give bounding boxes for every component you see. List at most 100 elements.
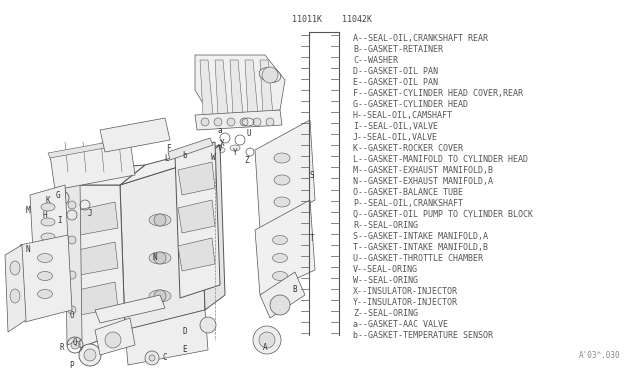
Polygon shape	[178, 238, 215, 271]
Ellipse shape	[10, 289, 20, 303]
Text: b: b	[182, 151, 188, 160]
Polygon shape	[95, 295, 165, 323]
Ellipse shape	[274, 175, 290, 185]
Text: E--GASKET-OIL PAN: E--GASKET-OIL PAN	[353, 78, 438, 87]
Text: C--WASHER: C--WASHER	[353, 55, 398, 65]
Text: N: N	[153, 253, 157, 263]
Polygon shape	[65, 182, 82, 345]
Text: R--SEAL-ORING: R--SEAL-ORING	[353, 221, 418, 230]
Text: C: C	[163, 353, 167, 362]
Text: A'03^.030: A'03^.030	[579, 350, 621, 359]
Polygon shape	[120, 145, 220, 185]
Text: B: B	[292, 285, 298, 294]
Text: N: N	[26, 246, 30, 254]
Polygon shape	[78, 242, 118, 275]
Polygon shape	[230, 60, 243, 115]
Ellipse shape	[273, 253, 287, 263]
Text: U--GASKET-THROTTLE CHAMBER: U--GASKET-THROTTLE CHAMBER	[353, 254, 483, 263]
Circle shape	[200, 317, 216, 333]
Text: Y--INSULATOR-INJECTOR: Y--INSULATOR-INJECTOR	[353, 298, 458, 307]
Ellipse shape	[230, 145, 240, 151]
Ellipse shape	[274, 153, 290, 163]
Polygon shape	[95, 318, 135, 355]
Ellipse shape	[41, 218, 55, 226]
Ellipse shape	[41, 233, 55, 241]
Polygon shape	[245, 60, 258, 115]
Text: A--SEAL-OIL,CRANKSHAFT REAR: A--SEAL-OIL,CRANKSHAFT REAR	[353, 33, 488, 42]
Ellipse shape	[274, 197, 290, 207]
Text: T--GASKET-INTAKE MANIFOLD,B: T--GASKET-INTAKE MANIFOLD,B	[353, 243, 488, 252]
Polygon shape	[260, 272, 305, 318]
Ellipse shape	[38, 253, 52, 263]
Circle shape	[68, 236, 76, 244]
Text: L: L	[164, 154, 170, 163]
Ellipse shape	[259, 68, 281, 82]
Ellipse shape	[149, 252, 171, 264]
Text: K--GASKET-ROCKER COVER: K--GASKET-ROCKER COVER	[353, 144, 463, 153]
Text: O--GASKET-BALANCE TUBE: O--GASKET-BALANCE TUBE	[353, 188, 463, 197]
Polygon shape	[30, 185, 68, 252]
Polygon shape	[255, 200, 315, 295]
Ellipse shape	[149, 214, 171, 226]
Text: M--GASKET-EXHAUST MANIFOLD,B: M--GASKET-EXHAUST MANIFOLD,B	[353, 166, 493, 175]
Text: Q--GASKET-OIL PUMP TO CYLINDER BLOCK: Q--GASKET-OIL PUMP TO CYLINDER BLOCK	[353, 210, 533, 219]
Circle shape	[105, 332, 121, 348]
Text: T: T	[310, 234, 314, 243]
Polygon shape	[50, 140, 135, 190]
Text: G--GASKET-CYLINDER HEAD: G--GASKET-CYLINDER HEAD	[353, 100, 468, 109]
Circle shape	[68, 201, 76, 209]
Text: 11042K: 11042K	[342, 15, 372, 24]
Polygon shape	[100, 118, 170, 152]
Ellipse shape	[273, 235, 287, 244]
Text: a--GASKET-AAC VALVE: a--GASKET-AAC VALVE	[353, 320, 448, 330]
Circle shape	[214, 118, 222, 126]
Polygon shape	[178, 200, 215, 233]
Text: X: X	[220, 138, 224, 148]
Text: I: I	[58, 215, 62, 224]
Polygon shape	[20, 235, 72, 322]
Circle shape	[227, 118, 235, 126]
Polygon shape	[168, 138, 213, 160]
Circle shape	[154, 214, 166, 226]
Text: G: G	[56, 190, 60, 199]
Text: J--SEAL-OIL,VALVE: J--SEAL-OIL,VALVE	[353, 133, 438, 142]
Text: N--GASKET-EXHAUST MANIFOLD,A: N--GASKET-EXHAUST MANIFOLD,A	[353, 177, 493, 186]
Circle shape	[154, 290, 166, 302]
Text: L--GASKET-MANIFOLD TO CYLINDER HEAD: L--GASKET-MANIFOLD TO CYLINDER HEAD	[353, 155, 528, 164]
Polygon shape	[200, 145, 225, 310]
Polygon shape	[178, 162, 215, 195]
Text: H: H	[43, 211, 47, 219]
Circle shape	[240, 118, 248, 126]
Circle shape	[253, 326, 281, 354]
Polygon shape	[75, 165, 145, 185]
Text: D--GASKET-OIL PAN: D--GASKET-OIL PAN	[353, 67, 438, 76]
Circle shape	[71, 341, 79, 349]
Polygon shape	[75, 185, 125, 348]
Circle shape	[59, 195, 65, 201]
Text: U: U	[246, 128, 252, 138]
Circle shape	[68, 271, 76, 279]
Circle shape	[79, 344, 101, 366]
Text: S--GASKET-INTAKE MANIFOLD,A: S--GASKET-INTAKE MANIFOLD,A	[353, 232, 488, 241]
Ellipse shape	[149, 290, 171, 302]
Circle shape	[145, 351, 159, 365]
Text: V: V	[218, 144, 222, 153]
Text: J: J	[88, 208, 92, 218]
Text: W--SEAL-ORING: W--SEAL-ORING	[353, 276, 418, 285]
Ellipse shape	[215, 147, 225, 153]
Polygon shape	[195, 110, 282, 130]
Ellipse shape	[38, 289, 52, 298]
Polygon shape	[260, 60, 273, 115]
Circle shape	[201, 118, 209, 126]
Text: 11011K: 11011K	[292, 15, 322, 24]
Text: Y: Y	[233, 148, 237, 157]
Polygon shape	[195, 55, 285, 115]
Text: E: E	[182, 346, 188, 355]
Circle shape	[253, 118, 261, 126]
Text: B--GASKET-RETAINER: B--GASKET-RETAINER	[353, 45, 443, 54]
Polygon shape	[125, 310, 208, 365]
Polygon shape	[48, 138, 132, 158]
Text: M: M	[26, 205, 30, 215]
Circle shape	[84, 349, 96, 361]
Polygon shape	[120, 160, 205, 330]
